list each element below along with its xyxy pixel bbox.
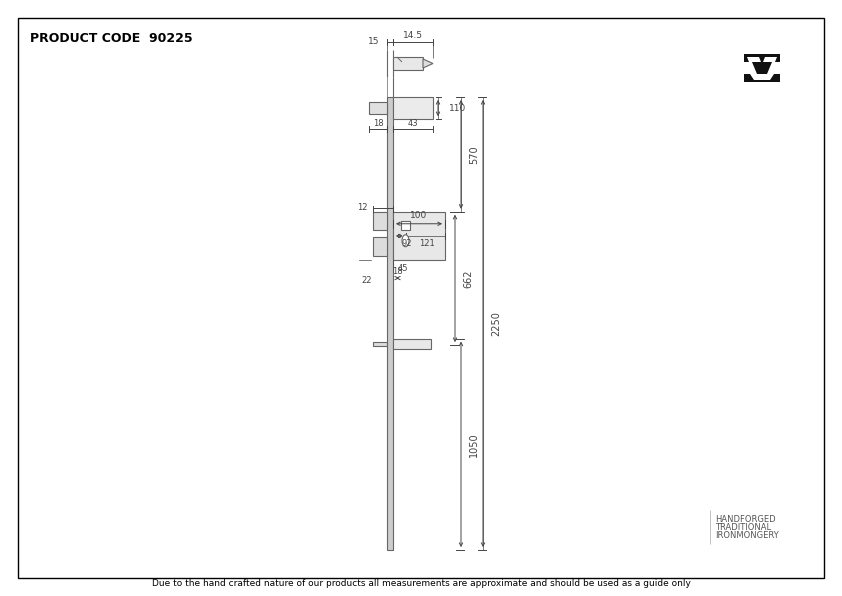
Bar: [373, 237, 387, 256]
Bar: [393, 339, 431, 349]
Text: 18: 18: [392, 266, 402, 275]
Text: Due to the hand crafted nature of our products all measurements are approximate : Due to the hand crafted nature of our pr…: [152, 579, 690, 588]
Text: HANDFORGED: HANDFORGED: [715, 514, 775, 523]
Ellipse shape: [402, 235, 409, 247]
Polygon shape: [750, 74, 774, 80]
Polygon shape: [763, 57, 777, 62]
Text: 18: 18: [373, 119, 383, 128]
Bar: [393, 97, 433, 119]
Text: 22: 22: [362, 275, 372, 284]
Text: 121: 121: [419, 240, 434, 249]
Text: 570: 570: [469, 145, 479, 164]
Text: 92: 92: [402, 240, 413, 249]
Text: 2250: 2250: [491, 311, 501, 336]
Polygon shape: [744, 54, 780, 82]
Text: 43: 43: [408, 119, 418, 128]
Text: PRODUCT CODE  90225: PRODUCT CODE 90225: [30, 32, 193, 45]
Polygon shape: [747, 57, 761, 62]
Text: 1050: 1050: [469, 432, 479, 457]
Bar: [387, 97, 393, 550]
Text: TRADITIONAL: TRADITIONAL: [715, 523, 771, 532]
Bar: [373, 212, 387, 230]
Bar: [401, 222, 410, 231]
Text: IRONMONGERY: IRONMONGERY: [715, 530, 779, 539]
Bar: [369, 102, 387, 114]
Bar: [373, 342, 387, 346]
Polygon shape: [423, 59, 433, 68]
Text: 110: 110: [449, 104, 466, 113]
Text: 45: 45: [398, 263, 408, 272]
Text: 12: 12: [358, 203, 368, 212]
Bar: [393, 57, 423, 70]
Text: 15: 15: [367, 38, 379, 46]
Text: 100: 100: [410, 211, 428, 221]
Text: 14.5: 14.5: [403, 30, 423, 39]
Bar: [393, 212, 445, 260]
Text: 662: 662: [463, 269, 473, 288]
